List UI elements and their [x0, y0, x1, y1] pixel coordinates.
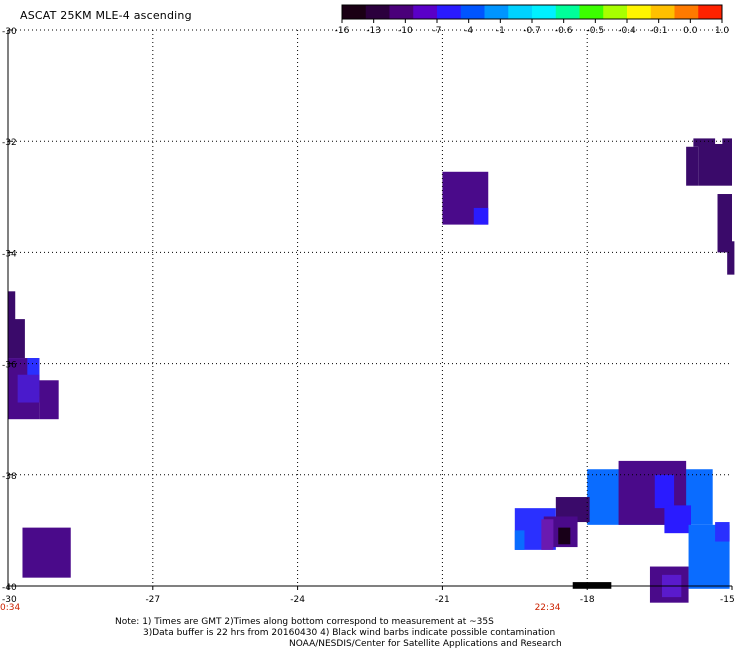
- note-line-2: 3)Data buffer is 22 hrs from 20160430 4)…: [143, 628, 556, 638]
- wind-swath-cell: [39, 380, 59, 420]
- color-scale-segment: [413, 5, 438, 19]
- color-scale-label: -0.4: [618, 26, 636, 36]
- wind-swath-cell: [717, 194, 732, 253]
- time-label: 0:34: [0, 603, 20, 613]
- color-scale-label: -0.5: [587, 26, 605, 36]
- color-scale-segment: [650, 5, 675, 19]
- wind-swath-cell: [722, 138, 732, 147]
- color-scale-segment: [627, 5, 652, 19]
- lon-tick-label: -27: [145, 595, 160, 605]
- wind-swath-cell: [22, 527, 71, 578]
- lat-tick-label: -34: [2, 249, 17, 259]
- color-scale-label: -10: [398, 26, 413, 36]
- lat-tick-label: -32: [2, 138, 17, 148]
- color-scale-label: -1: [496, 26, 505, 36]
- color-scale-segment: [532, 5, 557, 19]
- color-scale-label: -16: [335, 26, 350, 36]
- wind-swath-cell: [17, 374, 40, 403]
- time-label: 22:34: [535, 603, 561, 613]
- wind-swath-cell: [715, 522, 730, 542]
- lon-tick-label: -21: [435, 595, 450, 605]
- color-scale-segment: [579, 5, 604, 19]
- color-scale-segment: [437, 5, 462, 19]
- wind-swath-cell: [473, 207, 489, 225]
- color-scale-label: 1.0: [715, 26, 730, 36]
- wind-swath-cell: [727, 241, 735, 275]
- color-scale-segment: [484, 5, 509, 19]
- wind-swath-cell: [514, 530, 525, 550]
- lat-tick-label: -30: [2, 27, 17, 37]
- wind-swath-cell: [693, 138, 716, 147]
- lat-tick-label: -38: [2, 472, 17, 482]
- color-scale-segment: [342, 5, 367, 19]
- chart-title: ASCAT 25KM MLE-4 ascending: [20, 9, 192, 22]
- wind-swath-cell: [541, 519, 554, 550]
- color-scale-segment: [603, 5, 628, 19]
- wind-swath-cell: [664, 505, 691, 534]
- color-scale-label: -7: [433, 26, 442, 36]
- wind-swath-cell: [698, 143, 732, 186]
- note-line-3: NOAA/NESDIS/Center for Satellite Applica…: [289, 639, 562, 649]
- lon-tick-label: -24: [290, 595, 305, 605]
- color-scale-segment: [460, 5, 485, 19]
- lat-tick-label: -36: [2, 361, 17, 371]
- color-scale-segment: [389, 5, 414, 19]
- color-scale-label: -13: [366, 26, 381, 36]
- color-scale-label: 0.0: [683, 26, 698, 36]
- color-scale-label: -0.1: [650, 26, 668, 36]
- wind-swath-cell: [558, 527, 571, 545]
- lat-tick-label: -40: [2, 583, 17, 593]
- wind-swath-cell: [686, 146, 699, 186]
- wind-swath-cell: [8, 319, 25, 359]
- color-scale-segment: [555, 5, 580, 19]
- lon-tick-label: -18: [580, 595, 595, 605]
- lon-tick-label: -15: [720, 595, 735, 605]
- wind-swath-cell: [654, 474, 675, 509]
- color-scale-segment: [365, 5, 390, 19]
- wind-swath-cell: [8, 291, 16, 336]
- color-scale-segment: [674, 5, 699, 19]
- color-scale-label: -4: [464, 26, 473, 36]
- color-scale-segment: [698, 5, 723, 19]
- contamination-marker: [572, 582, 612, 589]
- color-scale-label: -0.7: [523, 26, 541, 36]
- color-scale-label: -0.6: [555, 26, 573, 36]
- note-line-1: Note: 1) Times are GMT 2)Times along bot…: [115, 617, 494, 627]
- lon-tick-label: -30: [2, 595, 17, 605]
- color-scale-legend: -16 -13 -10 -7 -4 -1 -0.7 -0.6 -0.5 -0.4 -0.1 0.0 1.…: [335, 4, 730, 36]
- color-scale-segment: [508, 5, 533, 19]
